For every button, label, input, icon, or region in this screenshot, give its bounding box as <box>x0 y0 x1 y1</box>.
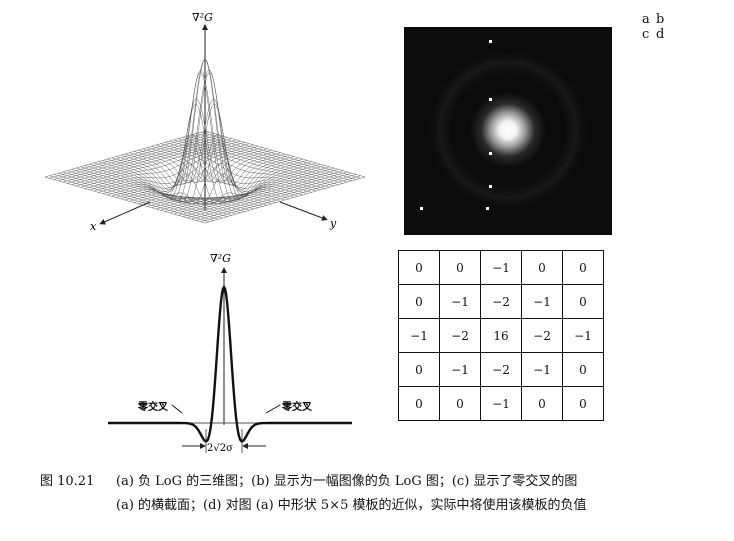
mesh-line <box>169 140 330 188</box>
mesh-line <box>80 166 241 214</box>
x-axis <box>99 201 151 225</box>
mesh-surface <box>44 58 366 224</box>
figure-number: 图 10.21 <box>40 474 95 489</box>
kernel-row: 0 −1 −2 −1 0 <box>398 352 604 387</box>
figure-caption: 图 10.21 (a) 负 LoG 的三维图；(b) 显示为一幅图像的负 LoG … <box>40 470 730 518</box>
tag-b: b <box>656 12 665 27</box>
kernel-cell: 0 <box>562 386 604 421</box>
mesh-line <box>71 169 232 216</box>
mesh-line <box>62 171 223 219</box>
kernel-cell: −2 <box>480 352 522 387</box>
mesh-line <box>160 143 321 191</box>
tag-a: a <box>642 12 650 27</box>
zero-crossing-left-label: 零交叉 <box>137 400 169 413</box>
y-axis-label-c: ∇²G <box>210 252 231 265</box>
mesh-line <box>178 169 339 216</box>
mesh-line <box>53 174 214 221</box>
kernel-cell: −1 <box>562 318 604 353</box>
zero-crossing-right-pointer <box>265 404 281 414</box>
kernel-cell: −2 <box>439 318 481 353</box>
log-image <box>404 27 612 235</box>
z-axis-label: ∇²G <box>192 11 213 24</box>
kernel-cell: 0 <box>562 250 604 285</box>
width-label: 2√2σ <box>207 443 233 454</box>
kernel-cell: −2 <box>480 284 522 319</box>
kernel-cell: 0 <box>562 284 604 319</box>
caption-line-1: (a) 负 LoG 的三维图；(b) 显示为一幅图像的负 LoG 图；(c) 显… <box>116 474 578 489</box>
kernel-cell: 0 <box>398 352 440 387</box>
kernel-cell: 0 <box>398 250 440 285</box>
kernel-cell: −1 <box>480 250 522 285</box>
log-3d-surface: ∇²G x y <box>44 11 366 233</box>
caption-line-2: (a) 的横截面；(d) 对图 (a) 中形状 5×5 模板的近似，实际中将使用… <box>116 498 587 513</box>
log-curve <box>108 284 352 443</box>
log-kernel-5x5: 0 0 −1 0 0 0 −1 −2 −1 0 −1 −2 16 −2 −1 0 −1 −2 −1 0 0 0 −1 0 0 <box>398 250 604 421</box>
mesh-line <box>204 176 366 224</box>
y-axis-label: y <box>329 217 337 230</box>
kernel-cell: 0 <box>439 386 481 421</box>
mesh-line <box>44 176 206 224</box>
mesh-line <box>196 174 357 221</box>
kernel-row: −1 −2 16 −2 −1 <box>398 318 604 353</box>
kernel-cell: −1 <box>480 386 522 421</box>
kernel-cell: 0 <box>439 250 481 285</box>
noise-dots <box>420 40 492 210</box>
mesh-line <box>187 171 348 219</box>
mesh-line <box>169 166 330 214</box>
kernel-row: 0 0 −1 0 0 <box>398 250 604 285</box>
mesh-line <box>89 143 250 191</box>
mesh-line <box>58 172 219 220</box>
mesh-line <box>182 170 343 217</box>
mesh-line <box>191 172 352 220</box>
kernel-row: 0 −1 −2 −1 0 <box>398 284 604 319</box>
kernel-cell: −1 <box>439 284 481 319</box>
kernel-cell: −1 <box>521 284 563 319</box>
kernel-cell: −1 <box>521 352 563 387</box>
zero-crossing-right-label: 零交叉 <box>281 400 313 413</box>
y-axis <box>279 201 328 221</box>
kernel-cell: 16 <box>480 318 522 353</box>
kernel-cell: 0 <box>521 386 563 421</box>
kernel-cell: −2 <box>521 318 563 353</box>
kernel-cell: 0 <box>398 386 440 421</box>
zero-crossing-left-pointer <box>171 404 183 414</box>
tag-d: d <box>656 27 665 42</box>
log-cross-section: ∇²G 零交叉 零交叉 2√2σ <box>108 252 352 454</box>
x-axis-label: x <box>90 220 97 233</box>
mesh-line <box>200 175 361 223</box>
tag-c: c <box>642 27 650 42</box>
kernel-row: 0 0 −1 0 0 <box>398 386 604 421</box>
kernel-cell: −1 <box>439 352 481 387</box>
kernel-cell: 0 <box>521 250 563 285</box>
bright-center <box>470 92 546 168</box>
kernel-cell: 0 <box>398 284 440 319</box>
mesh-line <box>80 140 241 188</box>
kernel-cell: 0 <box>562 352 604 387</box>
mesh-line <box>67 170 228 217</box>
mesh-line <box>49 175 210 223</box>
kernel-cell: −1 <box>398 318 440 353</box>
